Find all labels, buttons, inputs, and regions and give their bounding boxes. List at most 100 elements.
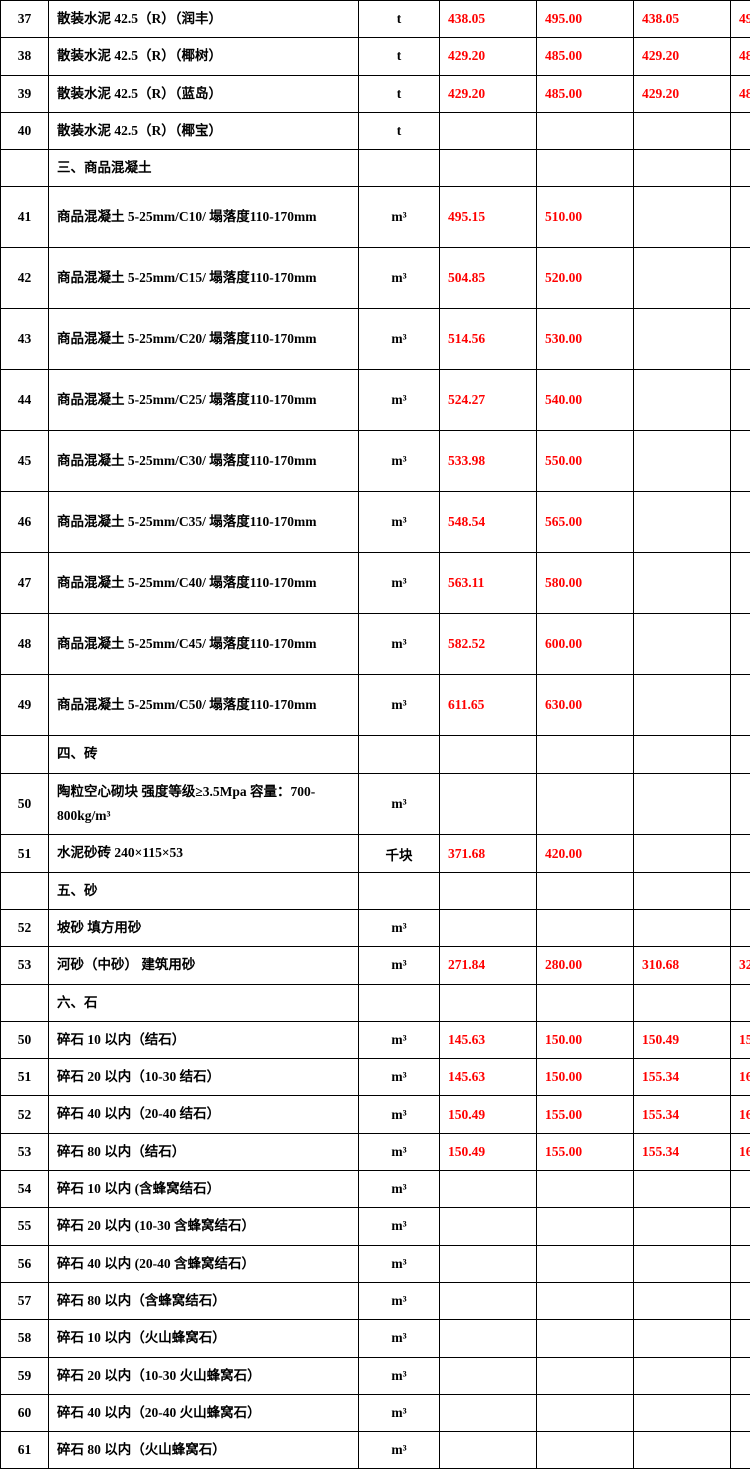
cell-p2: 280.00 [537,947,634,984]
table-row: 45商品混凝土 5-25mm/C30/ 塌落度110-170mmm³533.98… [1,431,750,492]
cell-unit: m³ [359,431,440,492]
cell-p3 [634,736,731,773]
cell-unit: m³ [359,1394,440,1431]
cell-unit [359,736,440,773]
cell-p4 [731,835,750,872]
cell-idx: 52 [1,909,49,946]
cell-p4 [731,1245,750,1282]
cell-p2 [537,984,634,1021]
cell-p4 [731,248,750,309]
cell-p3 [634,431,731,492]
table-row: 47商品混凝土 5-25mm/C40/ 塌落度110-170mmm³563.11… [1,553,750,614]
cell-name: 陶粒空心砌块 强度等级≥3.5Mpa 容量：700-800kg/m³ [49,773,359,835]
table-row: 53河砂（中砂） 建筑用砂m³271.84280.00310.68320.00 [1,947,750,984]
cell-p4 [731,309,750,370]
cell-p4 [731,1282,750,1319]
cell-p3 [634,150,731,187]
cell-p3 [634,1245,731,1282]
cell-p3 [634,370,731,431]
cell-unit: m³ [359,1171,440,1208]
cell-p3 [634,1394,731,1431]
cell-p1 [440,909,537,946]
cell-p2: 495.00 [537,1,634,38]
cell-p3 [634,909,731,946]
cell-p4 [731,553,750,614]
cell-name: 散装水泥 42.5（R）（蓝岛） [49,75,359,112]
cell-p3 [634,248,731,309]
cell-idx: 56 [1,1245,49,1282]
cell-p3 [634,112,731,149]
cell-idx: 52 [1,1096,49,1133]
cell-unit: 千块 [359,835,440,872]
cell-p3 [634,492,731,553]
cell-name: 碎石 80 以内（火山蜂窝石） [49,1432,359,1469]
cell-name: 碎石 10 以内（火山蜂窝石） [49,1320,359,1357]
table-row: 49商品混凝土 5-25mm/C50/ 塌落度110-170mmm³611.65… [1,675,750,736]
cell-p2: 520.00 [537,248,634,309]
cell-p4 [731,370,750,431]
cell-name: 六、石 [49,984,359,1021]
cell-idx: 57 [1,1282,49,1319]
cell-unit: m³ [359,1245,440,1282]
cell-p4 [731,614,750,675]
cell-p4 [731,150,750,187]
table-row: 50碎石 10 以内（结石）m³145.63150.00150.49155.00 [1,1021,750,1058]
cell-p4: 160.00 [731,1133,750,1170]
cell-unit [359,150,440,187]
table-row: 50陶粒空心砌块 强度等级≥3.5Mpa 容量：700-800kg/m³m³ [1,773,750,835]
cell-p3 [634,1357,731,1394]
cell-name: 散装水泥 42.5（R）（润丰） [49,1,359,38]
cell-idx [1,736,49,773]
cell-p4: 160.00 [731,1059,750,1096]
cell-idx: 48 [1,614,49,675]
cell-unit: m³ [359,1021,440,1058]
table-row: 53碎石 80 以内（结石）m³150.49155.00155.34160.00 [1,1133,750,1170]
cell-p4 [731,909,750,946]
cell-unit: t [359,38,440,75]
cell-p1: 495.15 [440,187,537,248]
cell-unit [359,872,440,909]
cell-p3: 155.34 [634,1133,731,1170]
cell-unit: m³ [359,370,440,431]
cell-unit: m³ [359,675,440,736]
cell-p3 [634,1208,731,1245]
table-row: 42商品混凝土 5-25mm/C15/ 塌落度110-170mmm³504.85… [1,248,750,309]
cell-unit: m³ [359,309,440,370]
table-row: 六、石 [1,984,750,1021]
cell-p3: 429.20 [634,38,731,75]
cell-idx: 53 [1,947,49,984]
cell-idx [1,872,49,909]
table-row: 46商品混凝土 5-25mm/C35/ 塌落度110-170mmm³548.54… [1,492,750,553]
table-row: 43商品混凝土 5-25mm/C20/ 塌落度110-170mmm³514.56… [1,309,750,370]
cell-unit: t [359,112,440,149]
table-row: 52坡砂 填方用砂m³ [1,909,750,946]
table-row: 54碎石 10 以内 (含蜂窝结石）m³ [1,1171,750,1208]
cell-name: 散装水泥 42.5（R）（椰宝） [49,112,359,149]
cell-p1 [440,1282,537,1319]
cell-p2: 150.00 [537,1021,634,1058]
cell-p1 [440,1171,537,1208]
table-row: 58碎石 10 以内（火山蜂窝石）m³ [1,1320,750,1357]
cell-unit: t [359,75,440,112]
cell-p1 [440,1245,537,1282]
cell-idx: 41 [1,187,49,248]
cell-idx: 42 [1,248,49,309]
cell-idx: 46 [1,492,49,553]
cell-name: 三、商品混凝土 [49,150,359,187]
cell-p1 [440,1394,537,1431]
cell-name: 散装水泥 42.5（R）（椰树） [49,38,359,75]
cell-p2 [537,150,634,187]
table-row: 55碎石 20 以内 (10-30 含蜂窝结石）m³ [1,1208,750,1245]
cell-p2 [537,872,634,909]
cell-name: 碎石 20 以内 (10-30 含蜂窝结石） [49,1208,359,1245]
table-row: 61碎石 80 以内（火山蜂窝石）m³ [1,1432,750,1469]
cell-unit: m³ [359,773,440,835]
cell-p3 [634,773,731,835]
cell-p2: 510.00 [537,187,634,248]
cell-p3 [634,1320,731,1357]
cell-unit: m³ [359,248,440,309]
cell-name: 商品混凝土 5-25mm/C15/ 塌落度110-170mm [49,248,359,309]
cell-unit: m³ [359,1208,440,1245]
cell-name: 碎石 80 以内（结石） [49,1133,359,1170]
cell-p2 [537,736,634,773]
